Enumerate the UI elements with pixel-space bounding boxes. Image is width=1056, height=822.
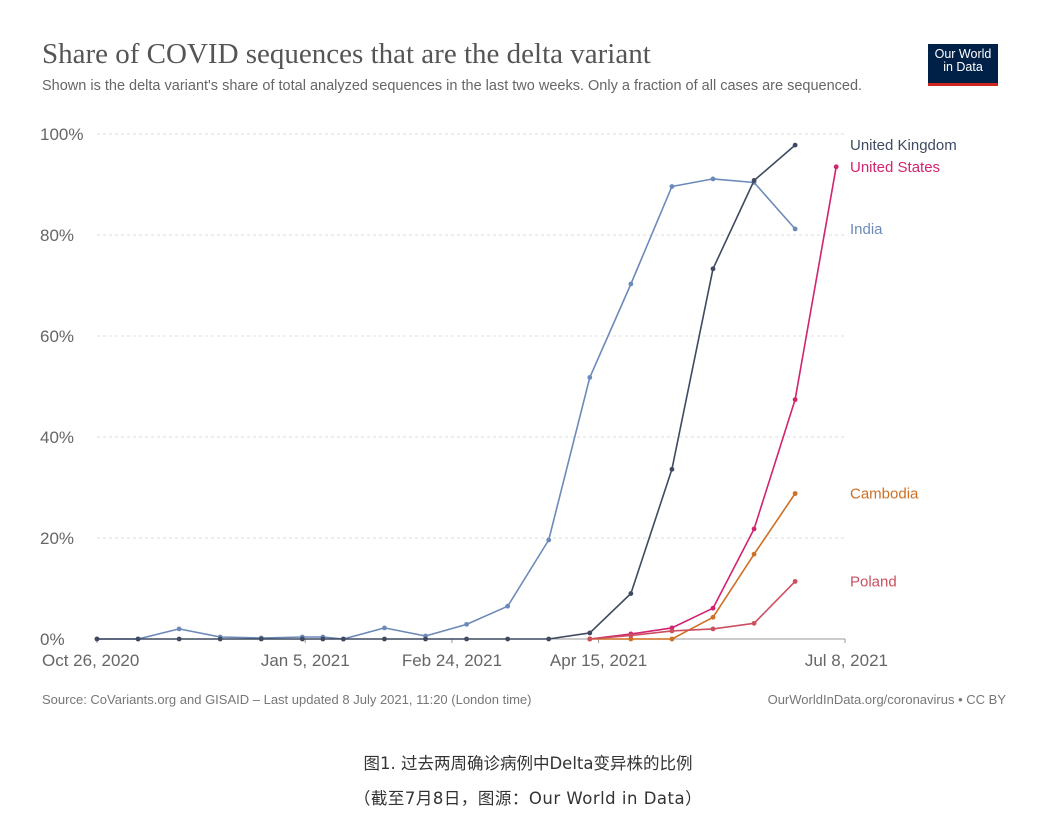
y-tick-label: 100% xyxy=(40,125,83,144)
series-point xyxy=(464,621,469,627)
series-point xyxy=(628,281,634,287)
x-tick-label: Feb 24, 2021 xyxy=(402,651,502,670)
series-point xyxy=(546,537,552,543)
series-point xyxy=(792,142,798,148)
series-lines xyxy=(94,142,839,642)
series-point xyxy=(710,614,716,620)
y-tick-label: 20% xyxy=(40,529,74,548)
series-point xyxy=(751,526,757,532)
series-point xyxy=(751,551,757,557)
axes: 0% 20% 40% 60% 80% 100% Oct 26, 2020 Jan 5, 202… xyxy=(40,125,888,670)
series-point xyxy=(669,636,675,642)
series-point xyxy=(299,636,305,642)
y-tick-label: 80% xyxy=(40,226,74,245)
series-line xyxy=(589,493,796,640)
series-point xyxy=(94,636,100,642)
x-tick-label: Jan 5, 2021 xyxy=(261,651,350,670)
chart-title: Share of COVID sequences that are the de… xyxy=(42,38,651,70)
series-point xyxy=(505,603,511,609)
series-end-label: United States xyxy=(850,159,940,176)
logo-line-1: Our World xyxy=(934,47,992,61)
series-point xyxy=(382,636,387,642)
series-line xyxy=(589,166,837,640)
series-line xyxy=(97,144,796,640)
series-point xyxy=(505,636,511,642)
y-tick-label: 0% xyxy=(40,630,65,649)
line-chart: 0% 20% 40% 60% 80% 100% Oct 26, 2020 Jan 5, 202… xyxy=(40,125,957,670)
series-point xyxy=(751,620,757,626)
series-point xyxy=(546,636,552,642)
license-link[interactable]: OurWorldInData.org/coronavirus • CC BY xyxy=(767,692,1006,707)
series-point xyxy=(792,579,798,584)
series-point xyxy=(628,591,634,596)
series-end-label: India xyxy=(850,221,883,238)
series-point xyxy=(464,636,469,642)
series-point xyxy=(382,625,387,631)
figure-caption-source: （截至7月8日，图源：Our World in Data） xyxy=(353,789,703,808)
series-labels: United Kingdom United States India Cambodia… xyxy=(850,137,957,590)
series-point xyxy=(628,633,634,638)
figure-caption: 图1. 过去两周确诊病例中Delta变异株的比例 xyxy=(363,754,693,773)
y-tick-label: 60% xyxy=(40,327,74,346)
series-point xyxy=(628,636,634,642)
series-point xyxy=(792,226,798,232)
series-point xyxy=(423,636,428,642)
series-point xyxy=(587,630,593,636)
series-point xyxy=(792,491,798,496)
series-end-label: United Kingdom xyxy=(850,137,957,154)
series-point xyxy=(587,636,593,642)
series-point xyxy=(669,466,675,472)
series-point xyxy=(176,636,182,642)
series-point xyxy=(792,397,798,403)
series-point xyxy=(341,636,346,642)
series-point xyxy=(258,636,264,642)
series-line xyxy=(589,580,796,640)
series-point xyxy=(320,636,326,642)
series-end-label: Poland xyxy=(850,573,897,590)
grid-lines xyxy=(97,133,845,539)
series-point xyxy=(710,605,716,611)
series-end-label: Cambodia xyxy=(850,486,919,503)
x-tick-label: Apr 15, 2021 xyxy=(550,651,647,670)
series-point xyxy=(710,176,716,182)
series-point xyxy=(587,375,593,380)
series-point xyxy=(176,626,182,632)
chart-subtitle: Shown is the delta variant's share of to… xyxy=(42,78,863,94)
series-point xyxy=(710,266,716,272)
logo-line-2: in Data xyxy=(943,60,983,74)
series-point xyxy=(217,636,223,642)
x-tick-label: Oct 26, 2020 xyxy=(42,651,139,670)
owid-logo[interactable]: Our World in Data xyxy=(928,44,998,86)
series-line xyxy=(97,178,796,640)
series-point xyxy=(135,636,141,642)
series-point xyxy=(669,628,675,634)
x-tick-label: Jul 8, 2021 xyxy=(805,651,888,670)
series-point xyxy=(751,178,757,183)
y-tick-label: 40% xyxy=(40,428,74,447)
series-point xyxy=(710,626,716,632)
series-point xyxy=(669,184,675,189)
source-note: Source: CoVariants.org and GISAID – Last… xyxy=(42,692,532,707)
series-point xyxy=(833,164,839,170)
